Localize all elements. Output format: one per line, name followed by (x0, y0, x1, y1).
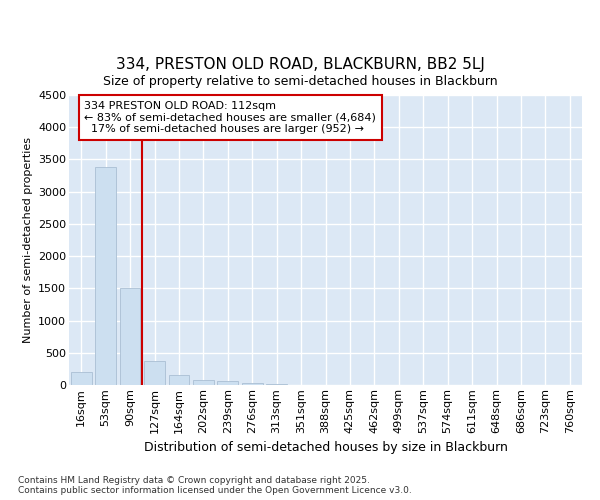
Text: Contains HM Land Registry data © Crown copyright and database right 2025.
Contai: Contains HM Land Registry data © Crown c… (18, 476, 412, 495)
Text: 334, PRESTON OLD ROAD, BLACKBURN, BB2 5LJ: 334, PRESTON OLD ROAD, BLACKBURN, BB2 5L… (116, 58, 484, 72)
Bar (193, 380, 214, 385)
Bar (217, 382, 238, 385)
Bar (71, 372, 92, 385)
Text: 334 PRESTON OLD ROAD: 112sqm
← 83% of semi-detached houses are smaller (4,684)
 : 334 PRESTON OLD ROAD: 112sqm ← 83% of se… (85, 101, 376, 134)
Bar (119, 288, 140, 385)
Y-axis label: Number of semi-detached properties: Number of semi-detached properties (23, 137, 32, 343)
Bar (242, 383, 263, 385)
Bar (144, 360, 165, 385)
Text: Size of property relative to semi-detached houses in Blackburn: Size of property relative to semi-detach… (103, 74, 497, 88)
Bar (95, 167, 116, 385)
Bar (169, 375, 190, 385)
X-axis label: Distribution of semi-detached houses by size in Blackburn: Distribution of semi-detached houses by … (143, 441, 508, 454)
Bar (266, 384, 287, 385)
